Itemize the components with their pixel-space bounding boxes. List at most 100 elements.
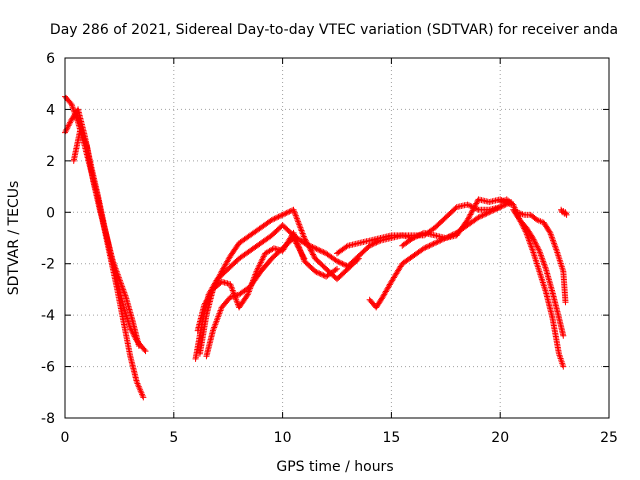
data-point-marker xyxy=(119,283,126,290)
data-point-marker xyxy=(63,126,70,133)
data-point-marker xyxy=(272,215,279,222)
data-point-marker xyxy=(295,244,302,251)
data-point-marker xyxy=(466,214,473,221)
data-point-marker xyxy=(427,242,434,249)
x-tick-label: 5 xyxy=(169,430,178,446)
data-point-marker xyxy=(303,239,310,246)
data-point-marker xyxy=(497,204,504,211)
data-point-marker xyxy=(425,243,432,250)
data-point-marker xyxy=(332,266,339,273)
data-point-marker xyxy=(415,232,422,239)
data-point-marker xyxy=(297,248,304,255)
data-point-marker xyxy=(489,208,496,214)
data-point-marker xyxy=(431,240,438,247)
data-point-marker xyxy=(560,363,567,370)
data-point-marker xyxy=(490,207,497,214)
x-tick-label: 25 xyxy=(600,430,618,446)
data-point-marker xyxy=(305,243,312,250)
data-point-marker xyxy=(495,204,502,211)
data-point-marker xyxy=(285,209,292,216)
series-track-7 xyxy=(203,235,308,360)
data-point-marker xyxy=(473,200,480,207)
y-tick-label: -8 xyxy=(41,411,55,427)
data-point-marker xyxy=(354,256,361,263)
data-point-marker xyxy=(292,212,299,219)
data-point-marker xyxy=(316,247,323,254)
y-tick-label: -6 xyxy=(41,360,55,376)
data-point-marker xyxy=(297,226,304,233)
data-point-marker xyxy=(314,246,321,253)
data-point-marker xyxy=(532,240,539,247)
data-point-marker xyxy=(116,277,123,284)
data-point-marker xyxy=(437,237,444,244)
x-tick-label: 0 xyxy=(61,430,70,446)
data-point-marker xyxy=(299,251,306,258)
x-tick-label: 15 xyxy=(382,430,400,446)
data-point-marker xyxy=(416,231,423,238)
data-point-marker xyxy=(306,244,313,251)
data-point-marker xyxy=(65,122,72,129)
plot-frame xyxy=(64,57,610,419)
data-point-marker xyxy=(276,213,283,220)
data-point-marker xyxy=(293,240,300,247)
data-point-marker xyxy=(373,239,380,246)
data-point-marker xyxy=(563,211,570,218)
data-point-marker xyxy=(122,292,129,299)
data-point-marker xyxy=(436,238,442,245)
data-point-marker xyxy=(121,291,128,298)
data-point-marker xyxy=(294,217,301,224)
y-tick-label: 4 xyxy=(46,102,55,118)
data-point-marker xyxy=(312,245,319,252)
data-point-marker xyxy=(309,250,316,257)
data-point-marker xyxy=(113,268,120,275)
data-point-marker xyxy=(469,207,476,214)
data-point-marker xyxy=(307,245,314,252)
data-point-marker xyxy=(299,229,306,236)
data-point-marker xyxy=(313,245,320,252)
data-point-marker xyxy=(121,289,128,296)
data-point-marker xyxy=(109,258,116,265)
data-point-marker xyxy=(118,282,125,289)
data-point-marker xyxy=(69,104,76,111)
data-point-marker xyxy=(479,212,486,219)
x-axis-label: GPS time / hours xyxy=(276,459,393,475)
data-point-marker xyxy=(291,231,298,238)
data-point-marker xyxy=(370,240,377,247)
y-tick-label: 2 xyxy=(46,154,55,170)
data-point-marker xyxy=(473,199,480,206)
data-point-marker xyxy=(467,211,474,218)
data-point-marker xyxy=(468,210,475,217)
data-point-marker xyxy=(299,252,306,259)
data-point-marker xyxy=(366,242,373,249)
data-point-marker xyxy=(66,121,73,127)
data-point-marker xyxy=(411,234,418,241)
y-tick-label: 0 xyxy=(46,205,55,221)
data-point-marker xyxy=(312,268,319,275)
data-point-marker xyxy=(310,251,317,258)
data-point-marker xyxy=(336,259,343,266)
data-point-marker xyxy=(339,260,346,267)
y-axis-tick-labels: 6 4 2 0 -2 -4 -6 -8 xyxy=(41,51,55,427)
data-point-marker xyxy=(423,244,430,250)
data-point-marker xyxy=(283,209,290,216)
data-point-marker xyxy=(493,206,500,213)
data-point-marker xyxy=(274,214,281,221)
data-point-marker xyxy=(338,260,345,267)
series-track-13 xyxy=(514,209,569,306)
data-point-marker xyxy=(334,258,340,265)
data-point-marker xyxy=(499,202,506,209)
data-point-marker xyxy=(243,292,250,299)
data-point-marker xyxy=(480,211,487,218)
data-point-marker xyxy=(483,210,490,217)
data-point-marker xyxy=(434,238,441,245)
data-point-marker xyxy=(314,269,321,276)
data-point-marker xyxy=(414,233,421,240)
data-point-marker xyxy=(279,211,286,218)
data-point-marker xyxy=(412,233,419,240)
data-point-marker xyxy=(290,206,297,213)
data-point-marker xyxy=(562,209,569,216)
data-point-marker xyxy=(343,243,350,250)
data-point-marker xyxy=(275,213,282,220)
data-point-marker xyxy=(116,276,123,283)
data-point-marker xyxy=(301,235,308,241)
